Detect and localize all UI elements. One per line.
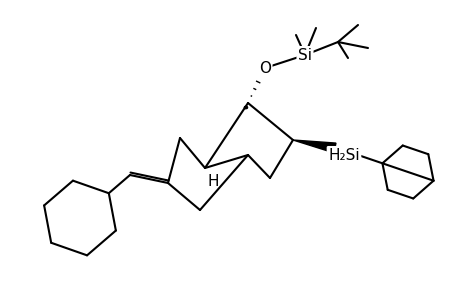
Text: H₂Si: H₂Si (327, 148, 359, 163)
Text: H: H (207, 175, 218, 190)
Text: O: O (258, 61, 270, 76)
Text: Si: Si (297, 47, 311, 62)
Polygon shape (292, 140, 335, 153)
